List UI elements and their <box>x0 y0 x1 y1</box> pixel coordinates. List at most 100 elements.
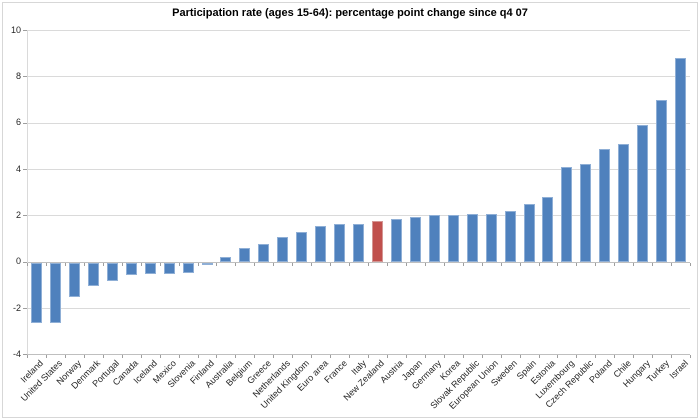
bar-chile <box>618 143 630 262</box>
category-axis-tick-mark <box>671 262 673 266</box>
bar-italy <box>353 223 364 262</box>
bottom-axis-tick-mark <box>614 355 616 359</box>
bar-poland <box>599 149 611 262</box>
category-axis-tick-mark <box>424 262 426 266</box>
category-axis-tick-mark <box>159 262 161 266</box>
bottom-axis-tick-mark <box>292 355 294 359</box>
bottom-axis-tick-mark <box>254 355 256 359</box>
chart-title: Participation rate (ages 15-64): percent… <box>172 7 528 19</box>
bottom-axis-tick-mark <box>140 355 142 359</box>
bar-slovak-republic <box>466 214 478 262</box>
bar-japan <box>409 216 421 262</box>
bottom-axis-tick-mark <box>197 355 199 359</box>
bottom-axis-tick-mark <box>424 355 426 359</box>
bottom-axis-tick-mark <box>330 355 332 359</box>
bar-slovenia <box>182 262 194 274</box>
bottom-axis-tick-mark <box>386 355 388 359</box>
category-axis-tick-mark <box>121 262 123 266</box>
bottom-axis-tick-mark <box>443 355 445 359</box>
bottom-axis-tick-mark <box>500 355 502 359</box>
bar-united-states <box>49 262 61 323</box>
category-axis-tick-mark <box>178 262 180 266</box>
bottom-axis-tick-mark <box>481 355 483 359</box>
gridline-y4 <box>27 169 690 171</box>
category-axis-tick-mark <box>443 262 445 266</box>
bottom-axis-tick-mark <box>216 355 218 359</box>
category-axis-tick-mark <box>83 262 85 266</box>
bar-spain <box>523 203 535 262</box>
bottom-axis-tick-mark <box>178 355 180 359</box>
bottom-axis-tick-mark <box>576 355 578 359</box>
y-axis-line <box>27 30 28 355</box>
bar-hungary <box>637 125 649 262</box>
bar-france <box>334 223 346 262</box>
bottom-axis-tick-mark <box>121 355 123 359</box>
bottom-axis-tick-mark <box>633 355 635 359</box>
category-axis-tick-mark <box>349 262 350 266</box>
bottom-axis-tick-mark <box>652 355 654 359</box>
bar-united-kingdom <box>296 231 308 262</box>
category-axis-tick-mark <box>254 262 256 266</box>
category-axis-tick-mark <box>633 262 635 266</box>
bottom-axis-tick-mark <box>690 355 691 359</box>
gridline-y6 <box>27 122 690 124</box>
y-axis-tick-label: -2 <box>12 302 21 313</box>
bottom-axis-tick-mark <box>462 355 464 359</box>
bar-euro-area <box>315 225 327 262</box>
bar-estonia <box>542 196 554 262</box>
category-axis-tick-mark <box>614 262 616 266</box>
category-axis-tick-mark <box>102 262 104 266</box>
bar-mexico <box>163 262 175 275</box>
y-axis-tick-label: 2 <box>15 209 21 220</box>
bottom-axis-tick-mark <box>27 355 28 359</box>
bar-luxembourg <box>561 166 573 262</box>
category-axis-tick-mark <box>368 262 369 266</box>
bar-czech-republic <box>580 164 592 262</box>
category-axis-tick-mark <box>690 262 691 266</box>
bottom-axis-tick-mark <box>102 355 104 359</box>
category-axis-tick-mark <box>235 262 237 266</box>
bar-european-union <box>485 214 497 262</box>
category-axis-tick-mark <box>273 262 275 266</box>
category-axis-tick-mark <box>595 262 597 266</box>
category-axis-tick-mark <box>538 262 540 266</box>
bottom-axis-tick-mark <box>311 355 313 359</box>
bar-belgium <box>239 247 251 262</box>
bottom-axis-tick-mark <box>273 355 275 359</box>
category-axis-tick-mark <box>519 262 521 266</box>
y-axis-tick-mark <box>23 215 27 217</box>
gridline-y-2 <box>27 308 690 310</box>
y-axis-tick-mark <box>23 76 27 78</box>
category-axis-tick-mark <box>45 262 47 266</box>
y-axis-tick-mark <box>23 308 27 310</box>
bar-germany <box>428 215 440 262</box>
y-axis-tick-mark <box>23 261 27 263</box>
bar-korea <box>447 215 459 262</box>
bar-finland <box>201 262 213 265</box>
bottom-axis-tick-mark <box>349 355 350 359</box>
category-axis-tick-mark <box>462 262 464 266</box>
bottom-axis-tick-mark <box>405 355 407 359</box>
category-axis-tick-mark <box>330 262 332 266</box>
y-axis-tick-mark <box>23 30 27 31</box>
category-axis-tick-mark <box>140 262 142 266</box>
bottom-axis-tick-mark <box>519 355 521 359</box>
y-axis-tick-label: 8 <box>15 70 21 81</box>
gridline-y10 <box>27 30 690 31</box>
category-axis-tick-mark <box>197 262 199 266</box>
bar-denmark <box>87 262 99 286</box>
bottom-axis-tick-mark <box>557 355 559 359</box>
bar-ireland <box>31 262 42 323</box>
bottom-axis-tick-mark <box>595 355 597 359</box>
category-axis-tick-mark <box>652 262 654 266</box>
category-axis-tick-mark <box>557 262 559 266</box>
bottom-axis-tick-mark <box>159 355 161 359</box>
bar-austria <box>390 218 402 262</box>
bar-canada <box>125 262 137 276</box>
bar-portugal <box>106 262 118 282</box>
category-axis-tick-mark <box>311 262 313 266</box>
gridline-y0 <box>27 261 690 263</box>
category-axis-tick-mark <box>576 262 578 266</box>
